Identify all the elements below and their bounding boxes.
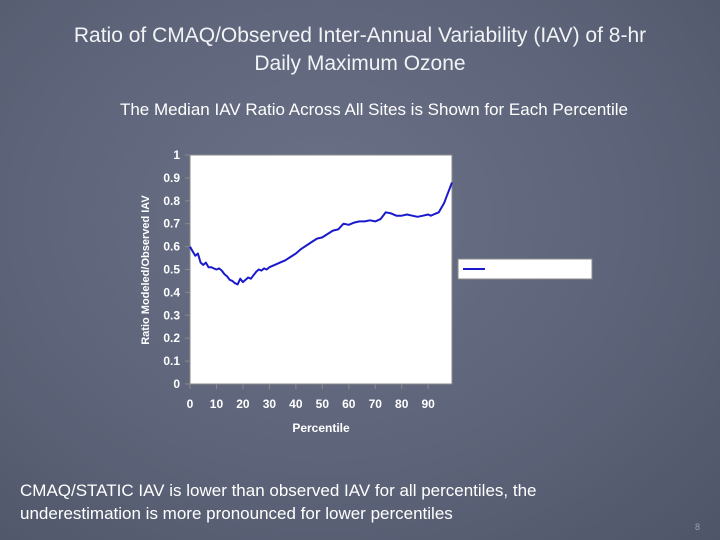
y-tick-label: 0.1 bbox=[163, 354, 180, 368]
legend-box bbox=[457, 258, 593, 280]
x-tick-label: 60 bbox=[342, 397, 356, 411]
y-axis-label: Ratio Modeled/Observed IAV bbox=[140, 195, 152, 345]
x-tick-label: 0 bbox=[187, 397, 194, 411]
footnote: CMAQ/STATIC IAV is lower than observed I… bbox=[20, 479, 680, 525]
y-tick-label: 0.8 bbox=[163, 194, 180, 208]
y-axis-ticks: 0 0.1 0.2 0.3 0.4 0.5 0.6 0.7 0.8 0.9 1 bbox=[163, 148, 190, 391]
x-tick-label: 10 bbox=[210, 397, 224, 411]
y-tick-label: 0.6 bbox=[163, 240, 180, 254]
y-tick-label: 0.4 bbox=[163, 285, 180, 299]
slide-title-line-2: Daily Maximum Ozone bbox=[254, 52, 466, 75]
slide-title-line-1: Ratio of CMAQ/Observed Inter-Annual Vari… bbox=[73, 24, 647, 47]
y-tick-label: 0.2 bbox=[163, 331, 180, 345]
y-tick-label: 0.5 bbox=[163, 263, 180, 277]
y-tick-label: 1 bbox=[173, 148, 180, 162]
page-number: 8 bbox=[695, 522, 701, 532]
x-tick-label: 50 bbox=[316, 397, 330, 411]
x-tick-label: 90 bbox=[422, 397, 436, 411]
series-line-cmaq-static bbox=[189, 182, 453, 286]
y-tick-label: 0.3 bbox=[163, 308, 180, 322]
x-tick-label: 80 bbox=[395, 397, 409, 411]
slide-title: Ratio of CMAQ/Observed Inter-Annual Vari… bbox=[0, 22, 720, 78]
x-tick-label: 70 bbox=[369, 397, 383, 411]
x-axis-label: Percentile bbox=[292, 421, 350, 435]
x-axis-ticks: 0 10 20 30 40 50 60 70 80 90 bbox=[187, 384, 436, 411]
y-tick-label: 0.7 bbox=[163, 217, 180, 231]
legend: CMAQ/STATIC bbox=[457, 258, 593, 280]
plot-area bbox=[189, 154, 453, 385]
footnote-line-2: underestimation is more pronounced for l… bbox=[20, 504, 453, 523]
x-tick-label: 20 bbox=[236, 397, 250, 411]
y-tick-label: 0.9 bbox=[163, 171, 180, 185]
y-tick-label: 0 bbox=[173, 377, 180, 391]
chart-subtitle: The Median IAV Ratio Across All Sites is… bbox=[119, 100, 629, 119]
x-tick-label: 30 bbox=[263, 397, 277, 411]
footnote-line-1: CMAQ/STATIC IAV is lower than observed I… bbox=[20, 481, 537, 500]
x-tick-label: 40 bbox=[289, 397, 303, 411]
legend-label-cmaq-static: CMAQ/STATIC bbox=[488, 263, 570, 277]
